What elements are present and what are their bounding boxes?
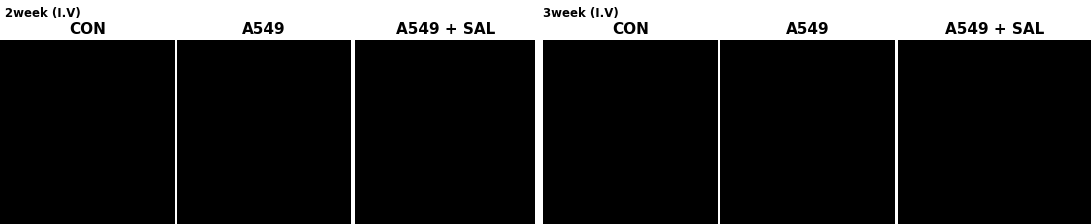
Text: A549: A549 [242, 22, 286, 37]
Text: 3week (I.V): 3week (I.V) [543, 7, 619, 20]
Text: A549: A549 [786, 22, 829, 37]
Text: 2week (I.V): 2week (I.V) [5, 7, 81, 20]
Text: A549 + SAL: A549 + SAL [946, 22, 1044, 37]
Text: CON: CON [69, 22, 106, 37]
Text: A549 + SAL: A549 + SAL [396, 22, 494, 37]
Text: CON: CON [612, 22, 649, 37]
